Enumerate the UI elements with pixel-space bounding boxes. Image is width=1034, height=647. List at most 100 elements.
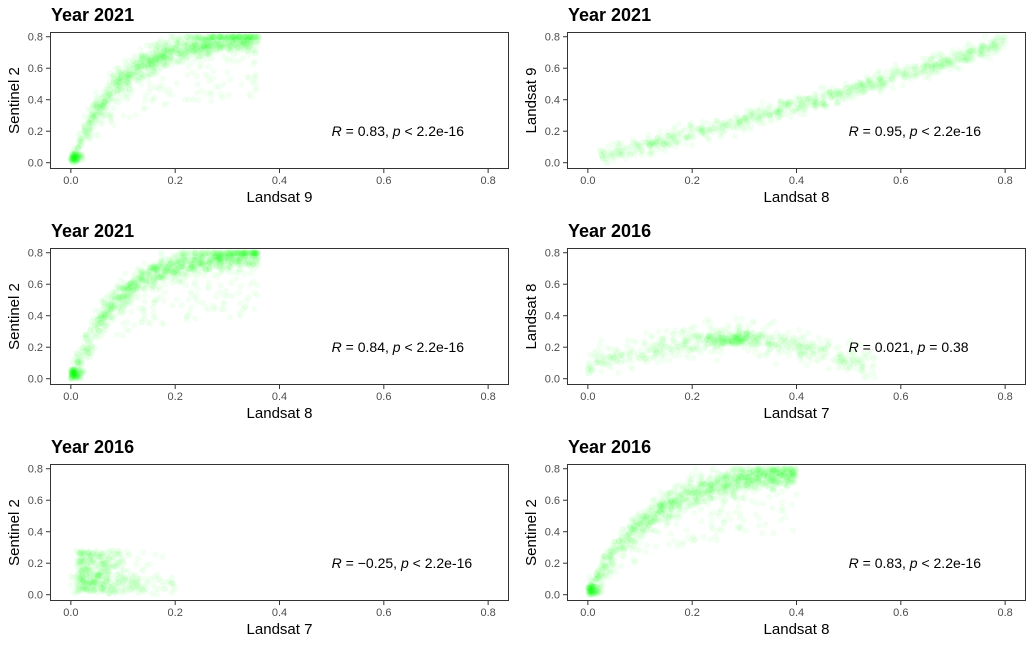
scatter-point xyxy=(648,145,655,153)
scatter-point xyxy=(796,326,803,334)
scatter-point xyxy=(209,249,216,256)
scatter-point xyxy=(702,131,709,138)
scatter-point xyxy=(70,370,77,377)
scatter-point xyxy=(119,285,127,292)
scatter-point xyxy=(152,63,159,71)
scatter-point xyxy=(999,37,1006,44)
scatter-point xyxy=(170,580,177,588)
scatter-point xyxy=(755,116,763,123)
scatter-point xyxy=(83,572,91,579)
scatter-point xyxy=(141,72,149,80)
scatter-point xyxy=(162,52,169,60)
scatter-point xyxy=(150,268,157,275)
scatter-point xyxy=(683,133,690,140)
scatter-point xyxy=(124,71,131,79)
scatter-point xyxy=(228,253,235,261)
scatter-point xyxy=(760,471,767,479)
scatter-point xyxy=(106,79,113,86)
scatter-point xyxy=(606,561,613,569)
scatter-point xyxy=(670,137,678,144)
scatter-point xyxy=(72,150,80,157)
scatter-point xyxy=(164,265,172,272)
scatter-point xyxy=(184,33,191,40)
scatter-point xyxy=(855,86,862,93)
scatter-point xyxy=(213,39,220,46)
scatter-point xyxy=(91,576,98,583)
scatter-point xyxy=(632,338,640,345)
scatter-point xyxy=(641,338,648,345)
scatter-point xyxy=(836,350,844,357)
scatter-point xyxy=(890,71,897,79)
scatter-point xyxy=(206,50,213,57)
scatter-point xyxy=(688,119,695,127)
scatter-point xyxy=(131,571,139,578)
scatter-point xyxy=(92,112,99,120)
scatter-point xyxy=(162,255,169,263)
scatter-point xyxy=(145,270,152,277)
scatter-point xyxy=(681,337,688,344)
scatter-point xyxy=(150,310,157,317)
scatter-point xyxy=(78,569,85,576)
scatter-point xyxy=(235,258,242,266)
scatter-point xyxy=(217,33,224,40)
scatter-point xyxy=(119,555,127,562)
scatter-point xyxy=(767,320,774,327)
scatter-point xyxy=(667,131,675,138)
scatter-point xyxy=(181,266,189,273)
scatter-point xyxy=(746,341,754,349)
scatter-point xyxy=(209,46,216,54)
scatter-point xyxy=(178,52,186,59)
scatter-point xyxy=(626,352,633,359)
scatter-point xyxy=(92,307,99,314)
scatter-point xyxy=(123,79,130,87)
scatter-point xyxy=(106,568,113,575)
scatter-point xyxy=(661,140,668,148)
scatter-point xyxy=(227,33,234,40)
scatter-point xyxy=(207,258,214,265)
scatter-point xyxy=(244,261,251,268)
scatter-point xyxy=(692,330,699,337)
scatter-point xyxy=(694,345,702,352)
scatter-point xyxy=(83,133,90,140)
scatter-point xyxy=(245,74,252,82)
scatter-point xyxy=(239,33,247,40)
scatter-point xyxy=(163,62,170,69)
scatter-point xyxy=(85,549,93,556)
scatter-point xyxy=(95,94,103,101)
points-group xyxy=(67,547,178,598)
scatter-point xyxy=(726,337,734,344)
scatter-point xyxy=(206,249,213,256)
scatter-point xyxy=(719,338,727,345)
scatter-point xyxy=(95,576,102,583)
scatter-point xyxy=(813,102,820,110)
scatter-point xyxy=(638,146,645,154)
scatter-point xyxy=(774,113,782,121)
scatter-point xyxy=(774,109,781,116)
scatter-point xyxy=(173,40,180,48)
scatter-point xyxy=(77,374,84,382)
scatter-point xyxy=(742,328,749,335)
scatter-point xyxy=(804,99,811,106)
scatter-point xyxy=(789,345,796,352)
scatter-point xyxy=(109,89,117,97)
scatter-point xyxy=(77,357,84,365)
scatter-point xyxy=(115,99,123,106)
scatter-point xyxy=(644,512,651,520)
scatter-point xyxy=(73,356,81,363)
scatter-point xyxy=(169,260,176,267)
scatter-point xyxy=(900,72,907,79)
scatter-point xyxy=(755,353,762,360)
scatter-point xyxy=(696,336,703,343)
scatter-point xyxy=(189,266,196,274)
scatter-point xyxy=(128,571,135,578)
scatter-point xyxy=(98,319,105,326)
scatter-point xyxy=(140,314,147,322)
scatter-point xyxy=(220,33,227,40)
scatter-point xyxy=(177,259,185,266)
scatter-point xyxy=(835,91,843,98)
scatter-point xyxy=(143,280,151,288)
scatter-point xyxy=(942,56,949,63)
scatter-point xyxy=(837,91,844,98)
scatter-point xyxy=(194,253,202,261)
scatter-point xyxy=(161,59,168,67)
